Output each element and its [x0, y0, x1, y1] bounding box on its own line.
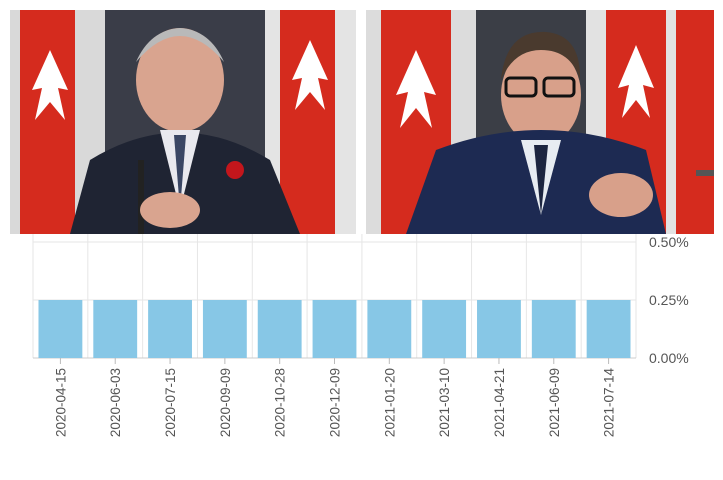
photo-left-image	[10, 10, 356, 234]
x-tick-label: 2020-04-15	[53, 368, 68, 437]
photo-right-image	[366, 10, 714, 234]
x-tick-label: 2020-12-09	[328, 368, 343, 437]
y-tick-label: 0.25%	[649, 292, 689, 308]
x-tick-label: 2020-07-15	[163, 368, 178, 437]
x-tick-label: 2021-07-14	[602, 368, 617, 438]
bar-2020-09-09	[202, 300, 247, 358]
bar-2020-04-15	[38, 300, 83, 358]
bar-2020-06-03	[93, 300, 138, 358]
y-tick-label: 0.00%	[649, 350, 689, 366]
x-tick-label: 2021-01-20	[382, 368, 397, 437]
bar-2020-07-15	[148, 300, 192, 358]
x-tick-label: 2020-10-28	[273, 368, 288, 437]
y-tick-label: 0.50%	[649, 234, 689, 250]
photo-right	[366, 10, 714, 234]
bar-2021-03-10	[422, 300, 467, 358]
x-tick-label: 2021-06-09	[547, 368, 562, 437]
x-tick-label: 2021-04-21	[492, 368, 507, 437]
bar-2021-07-14	[586, 300, 631, 358]
bar-2021-06-09	[531, 300, 576, 358]
x-tick-label: 2020-09-09	[218, 368, 233, 437]
chart-svg: 0.00% 0.25% 0.50% 2020-04-15 2020-06-03 2020…	[32, 234, 689, 438]
bar-2021-04-21	[477, 300, 521, 358]
rate-bar-chart: 0.00% 0.25% 0.50% 2020-04-15 2020-06-03 2020…	[0, 234, 723, 480]
x-tick-label: 2020-06-03	[108, 368, 123, 437]
photo-left	[10, 10, 356, 234]
bar-2020-12-09	[312, 300, 357, 358]
bar-2021-01-20	[367, 300, 412, 358]
x-tick-label: 2021-03-10	[437, 368, 452, 437]
bar-2020-10-28	[257, 300, 302, 358]
